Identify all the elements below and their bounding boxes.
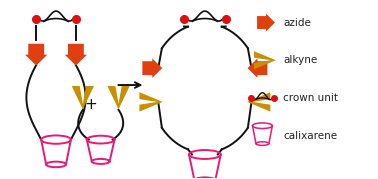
Polygon shape <box>65 44 87 66</box>
Text: crown unit: crown unit <box>283 93 338 103</box>
Polygon shape <box>107 86 130 109</box>
Polygon shape <box>25 44 47 66</box>
Polygon shape <box>72 86 94 109</box>
Polygon shape <box>143 58 162 78</box>
Polygon shape <box>139 92 163 112</box>
Text: alkyne: alkyne <box>283 55 318 65</box>
Polygon shape <box>248 58 267 78</box>
Polygon shape <box>247 92 270 112</box>
Text: azide: azide <box>283 18 311 28</box>
Polygon shape <box>254 51 276 69</box>
Polygon shape <box>257 13 275 32</box>
Text: +: + <box>84 97 97 112</box>
Text: calixarene: calixarene <box>283 131 338 141</box>
